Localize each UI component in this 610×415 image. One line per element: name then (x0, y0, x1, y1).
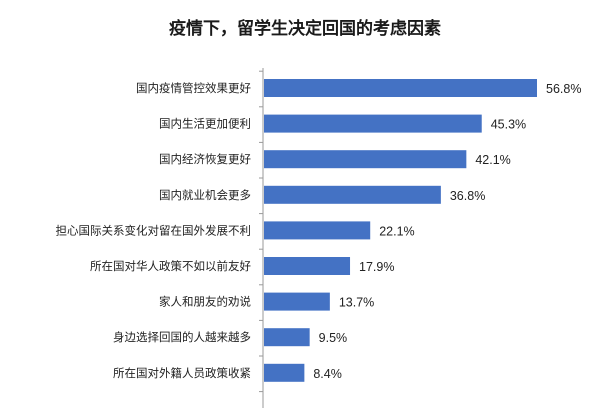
bar-7 (264, 292, 330, 311)
category-label: 所在国对外籍人员政策收紧 (113, 366, 251, 380)
category-label: 国内经济恢复更好 (159, 152, 251, 166)
value-label: 9.5% (319, 331, 348, 345)
value-label: 36.8% (450, 189, 485, 203)
category-label: 所在国对华人政策不如以前友好 (90, 259, 251, 273)
bar-5 (264, 221, 371, 240)
bar-9 (264, 363, 305, 382)
bar-4 (264, 185, 441, 204)
bar-6 (264, 257, 351, 275)
category-label: 身边选择回国的人越来越多 (113, 330, 251, 344)
category-label: 国内生活更加便利 (159, 117, 251, 131)
value-label: 56.8% (546, 82, 581, 96)
category-label: 国内疫情管控效果更好 (136, 81, 251, 95)
bar-2 (264, 114, 482, 133)
bar-3 (264, 150, 467, 169)
chart-title: 疫情下，留学生决定回国的考虑因素 (169, 19, 441, 39)
bar-1 (264, 79, 537, 97)
value-label: 17.9% (359, 260, 394, 274)
value-label: 45.3% (491, 118, 526, 132)
value-label: 8.4% (313, 367, 342, 381)
category-label: 担心国际关系变化对留在国外发展不利 (56, 223, 252, 237)
value-label: 22.1% (379, 224, 414, 238)
value-label: 42.1% (475, 153, 510, 167)
bar-8 (264, 328, 310, 347)
value-label: 13.7% (339, 296, 374, 310)
category-label: 家人和朋友的劝说 (159, 295, 251, 309)
category-label: 国内就业机会更多 (159, 188, 251, 202)
